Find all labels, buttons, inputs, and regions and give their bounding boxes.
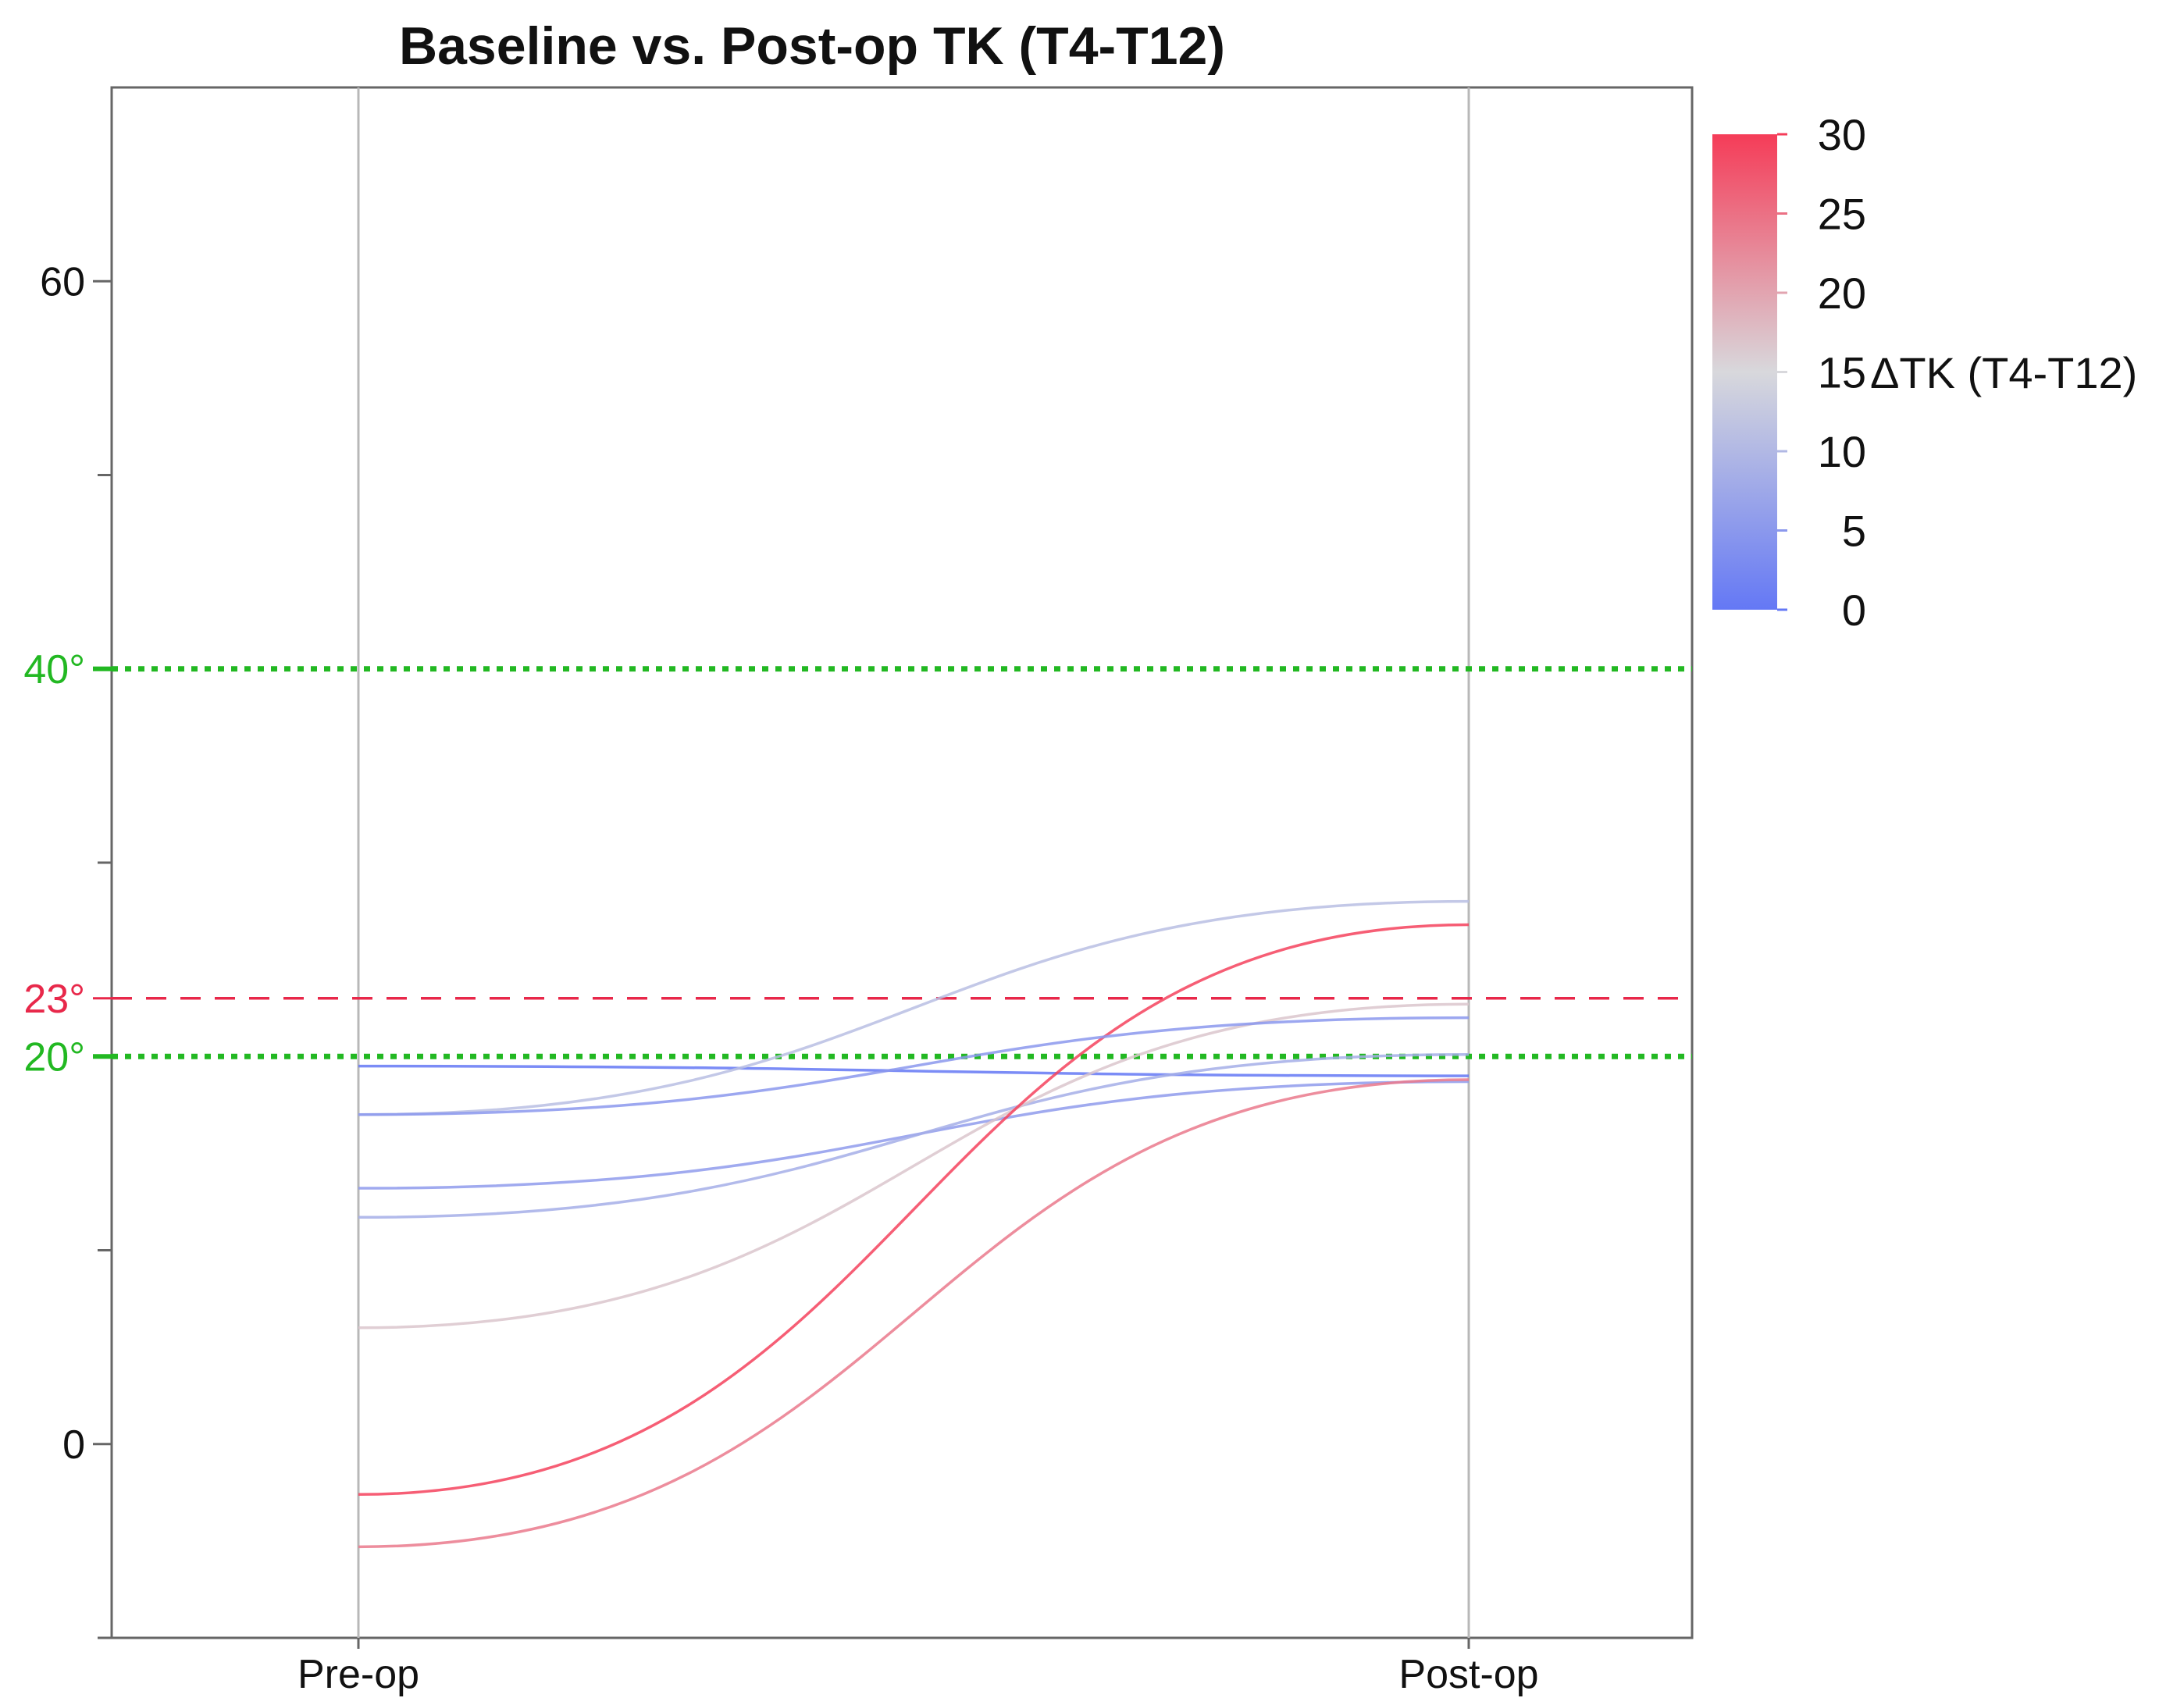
series-line: [358, 1078, 1470, 1549]
y-tick-label: 0: [62, 1422, 85, 1468]
x-tick-label: Post-op: [1398, 1652, 1538, 1697]
reference-label: 23°: [23, 977, 85, 1022]
y-tick-label: 60: [40, 259, 85, 304]
series-line: [358, 1064, 1470, 1077]
series-line: [358, 899, 1470, 1116]
chart-title: Baseline vs. Post-op TK (T4-T12): [399, 16, 1225, 76]
colorbar-tick-label: 30: [1818, 110, 1866, 159]
colorbar-tick-label: 5: [1842, 507, 1866, 556]
plot-frame: [110, 86, 1694, 1639]
series-line: [358, 1053, 1470, 1219]
series-line: [358, 1016, 1470, 1116]
colorbar: ΔTK (T4-T12) 0 5 10 15 20 25 30: [1712, 110, 2137, 635]
series-line: [358, 1002, 1470, 1329]
colorbar-tick-label: 20: [1818, 269, 1866, 318]
reference-label: 40°: [23, 647, 85, 692]
colorbar-tick-label: 0: [1842, 586, 1866, 635]
x-tick-label: Pre-op: [297, 1652, 419, 1697]
colorbar-label: ΔTK (T4-T12): [1870, 348, 2137, 397]
plot-area: Pre-op Post-op 0 60 40° 23° 20°: [23, 86, 1694, 1697]
colorbar-gradient-bar: [1712, 134, 1777, 610]
colorbar-tick-label: 15: [1818, 348, 1866, 397]
series-line: [358, 923, 1470, 1497]
colorbar-tick-label: 25: [1818, 190, 1866, 239]
reference-label: 20°: [23, 1034, 85, 1080]
colorbar-tick-label: 10: [1818, 427, 1866, 476]
